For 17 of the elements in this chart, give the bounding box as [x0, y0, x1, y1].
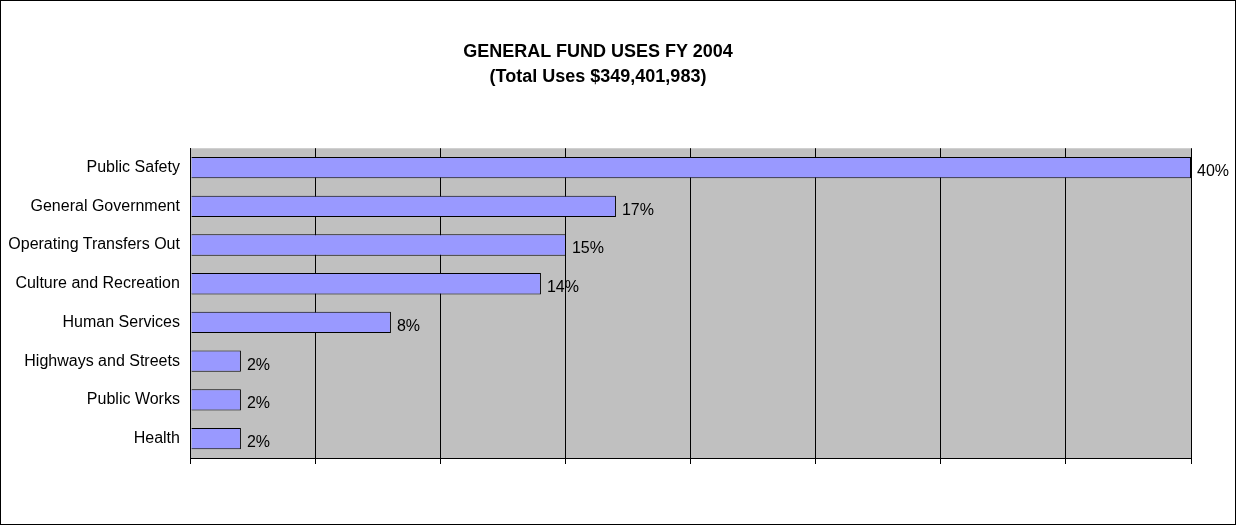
data-label: 15%: [571, 239, 604, 257]
y-tick-label: Public Safety: [86, 157, 180, 175]
data-label: 2%: [246, 433, 271, 451]
chart-subtitle: (Total Uses $349,401,983): [489, 66, 707, 87]
data-label: 17%: [621, 200, 654, 218]
y-tick-label: Culture and Recreation: [15, 274, 180, 292]
data-label: 40%: [1197, 161, 1230, 179]
data-label: 8%: [396, 316, 421, 334]
y-tick-label: Public Works: [86, 390, 180, 408]
y-tick-label: Health: [133, 429, 180, 447]
y-tick-label: Highways and Streets: [24, 351, 180, 369]
y-tick-label: General Government: [30, 196, 181, 214]
y-tick-label: Operating Transfers Out: [8, 235, 181, 253]
data-label: 2%: [246, 355, 271, 373]
data-label: 2%: [246, 394, 271, 412]
y-tick-label: Human Services: [62, 312, 180, 330]
chart-title: GENERAL FUND USES FY 2004: [463, 40, 733, 61]
